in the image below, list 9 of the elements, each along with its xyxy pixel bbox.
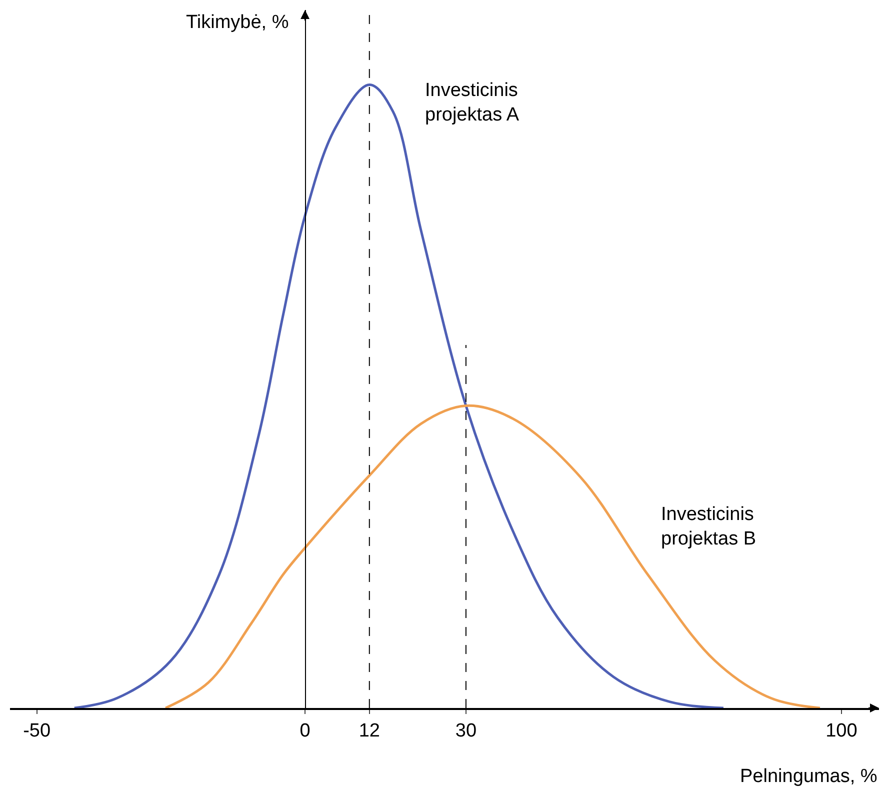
series-label: Investicinis projektas A [425, 80, 520, 126]
series-label: Investicinis projektas B [661, 504, 756, 550]
x-tick-label: 30 [455, 720, 477, 742]
x-axis-title: Pelningumas, % [740, 766, 878, 787]
y-axis-title: Tikimybė, % [186, 12, 289, 33]
x-tick-label: -50 [23, 720, 51, 742]
x-tick-label: 12 [358, 720, 380, 742]
x-tick-label: 100 [826, 720, 858, 742]
x-tick-label: 0 [300, 720, 310, 742]
